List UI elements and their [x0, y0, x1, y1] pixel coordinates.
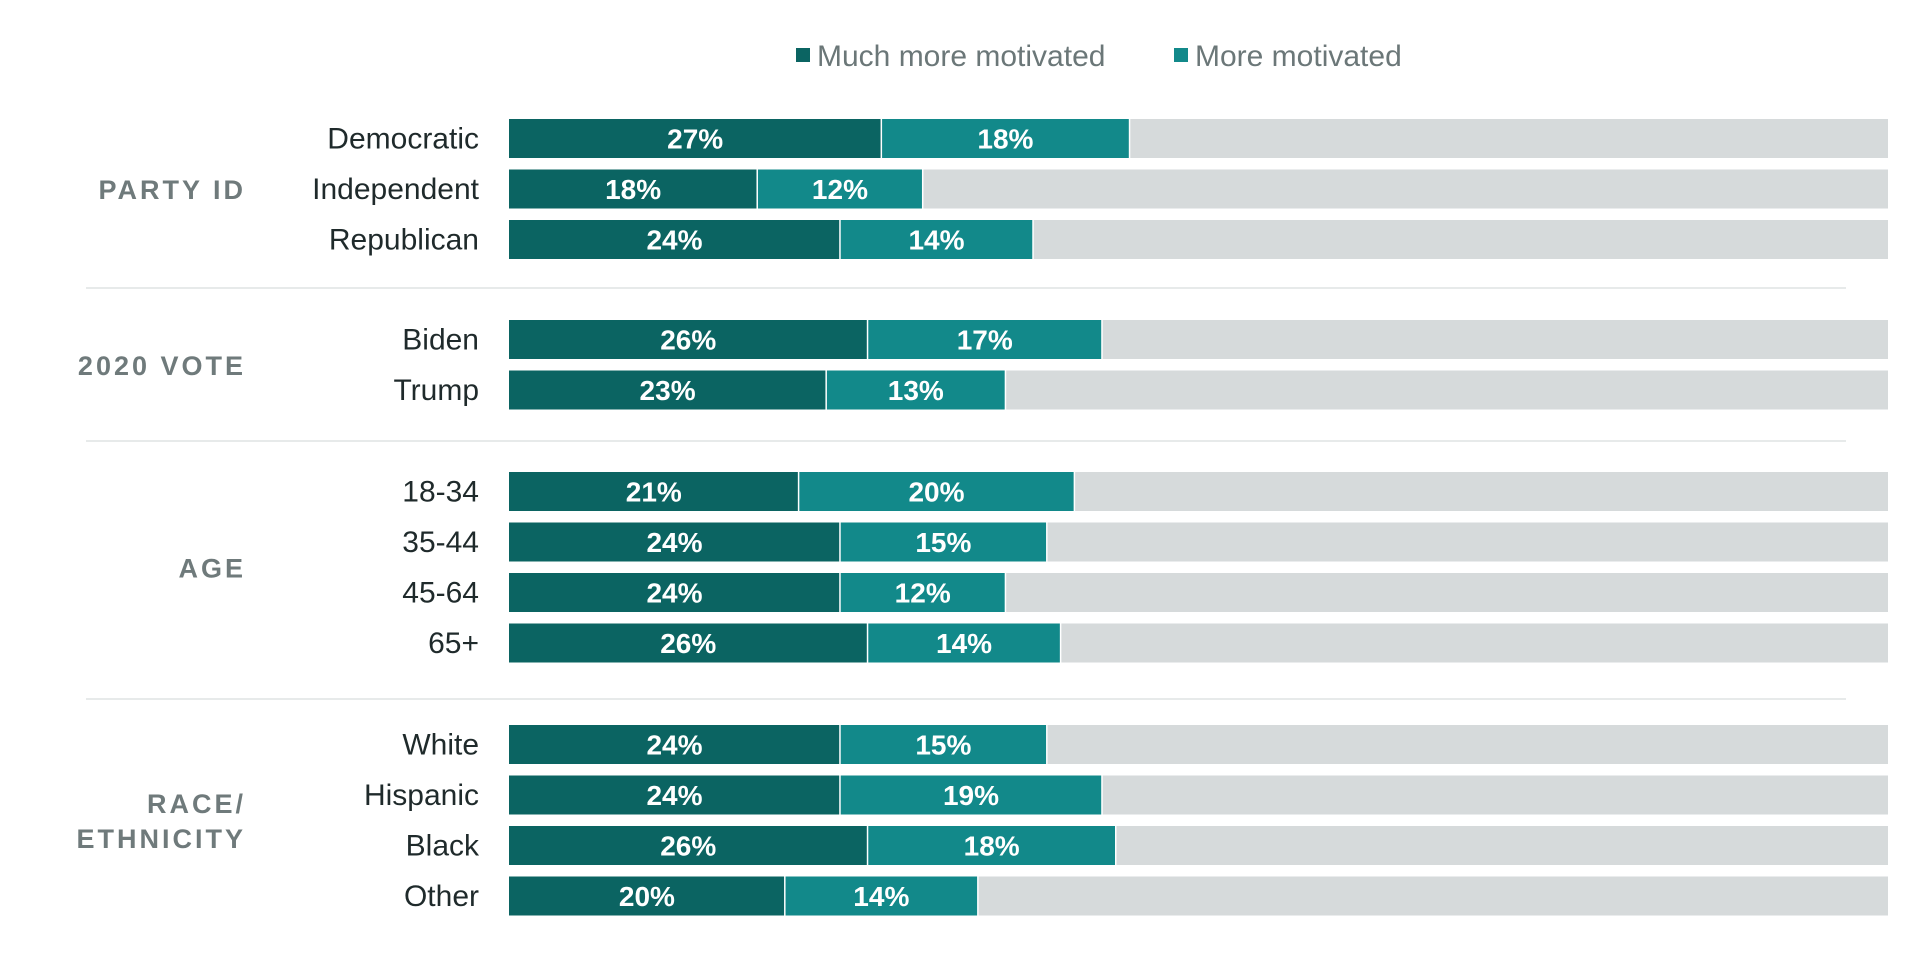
bar-value-label-hispanic-1: 24% [646, 780, 702, 811]
bar-segment-hispanic-1 [509, 775, 840, 815]
group-label-4-line-1: RACE/ [147, 789, 246, 819]
row-label-biden: Biden [402, 324, 479, 357]
bar-value-label-black-2: 18% [964, 831, 1020, 862]
bar-value-label-45-64-1: 24% [646, 578, 702, 609]
bar-segment-black-2 [867, 826, 1116, 865]
bar-segment-biden-1 [509, 320, 868, 359]
bar-value-label-35-44-1: 24% [646, 527, 702, 558]
row-label-45-64: 45-64 [402, 577, 479, 610]
bar-value-label-18-34-1: 21% [626, 477, 682, 508]
group-label-4-line-2: ETHNICITY [76, 824, 246, 854]
bar-value-label-republican-1: 24% [646, 225, 702, 256]
bar-value-label-other-1: 20% [619, 881, 675, 912]
bar-segment-hispanic-2 [839, 775, 1102, 815]
bar-segment-white-2 [839, 725, 1047, 764]
bar-segment-black-1 [509, 826, 868, 865]
bar-segment-45-64-1 [509, 573, 840, 612]
bar-segment-trump-1 [509, 370, 827, 410]
bar-segment-18-34-1 [509, 472, 799, 511]
group-label-3: AGE [178, 553, 246, 583]
row-label-white: White [402, 729, 479, 762]
bar-value-label-white-1: 24% [646, 730, 702, 761]
bar-segment-35-44-2 [839, 522, 1047, 562]
row-label-18-34: 18-34 [402, 476, 479, 509]
bar-value-label-18-34-2: 20% [908, 477, 964, 508]
bar-value-label-45-64-2: 12% [895, 578, 951, 609]
bar-segment-35-44-1 [509, 522, 840, 562]
row-label-35-44: 35-44 [402, 526, 479, 559]
row-label-65: 65+ [428, 627, 479, 660]
bar-value-label-trump-2: 13% [888, 375, 944, 406]
bar-segment-65-2 [867, 623, 1061, 663]
bar-value-label-trump-1: 23% [640, 375, 696, 406]
row-label-republican: Republican [329, 224, 479, 257]
bar-value-label-republican-2: 14% [908, 225, 964, 256]
bar-value-label-other-2: 14% [853, 881, 909, 912]
bar-value-label-independent-2: 12% [812, 174, 868, 205]
bar-segment-independent-2 [757, 169, 923, 209]
bar-segment-trump-2 [826, 370, 1006, 410]
bar-value-label-biden-1: 26% [660, 325, 716, 356]
row-label-trump: Trump [393, 374, 479, 407]
group-label-2: 2020 VOTE [78, 351, 246, 381]
bar-segment-republican-2 [839, 220, 1034, 259]
bar-segment-other-1 [509, 876, 785, 916]
bar-segment-45-64-2 [839, 573, 1006, 612]
bar-value-label-democratic-2: 18% [977, 124, 1033, 155]
bar-segment-18-34-2 [798, 472, 1075, 511]
bar-value-label-biden-2: 17% [957, 325, 1013, 356]
bar-segment-other-2 [784, 876, 978, 916]
bar-value-label-hispanic-2: 19% [943, 780, 999, 811]
bar-value-label-65-2: 14% [936, 628, 992, 659]
bar-value-label-black-1: 26% [660, 831, 716, 862]
group-label-1: PARTY ID [98, 175, 246, 205]
bar-value-label-white-2: 15% [915, 730, 971, 761]
bar-value-label-independent-1: 18% [605, 174, 661, 205]
legend-swatch-1 [796, 48, 810, 62]
row-label-black: Black [406, 830, 480, 863]
bar-segment-biden-2 [867, 320, 1102, 359]
bar-value-label-democratic-1: 27% [667, 124, 723, 155]
bar-segment-democratic-2 [881, 119, 1130, 158]
row-label-democratic: Democratic [327, 123, 479, 156]
row-label-hispanic: Hispanic [364, 779, 479, 812]
row-label-other: Other [404, 880, 479, 913]
bar-segment-republican-1 [509, 220, 840, 259]
bar-segment-democratic-1 [509, 119, 882, 158]
legend-swatch-2 [1174, 48, 1188, 62]
bar-value-label-35-44-2: 15% [915, 527, 971, 558]
bar-value-label-65-1: 26% [660, 628, 716, 659]
legend-label-2: More motivated [1195, 40, 1402, 73]
bar-segment-independent-1 [509, 169, 758, 209]
bar-segment-65-1 [509, 623, 868, 663]
bar-segment-white-1 [509, 725, 840, 764]
legend-label-1: Much more motivated [817, 40, 1105, 73]
row-label-independent: Independent [312, 173, 479, 206]
